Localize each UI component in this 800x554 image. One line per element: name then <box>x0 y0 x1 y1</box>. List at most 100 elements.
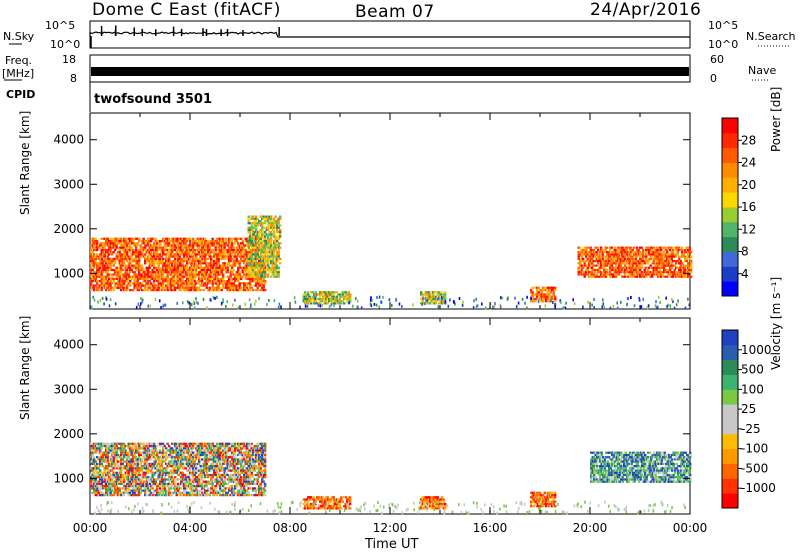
heatmap-cell <box>94 248 97 252</box>
heatmap-cell <box>192 271 195 274</box>
heatmap-cell <box>426 299 428 303</box>
heatmap-cell <box>129 453 132 457</box>
heatmap-cell <box>259 248 262 252</box>
heatmap-cell <box>123 237 126 240</box>
heatmap-cell <box>106 275 109 278</box>
heatmap-cell <box>163 271 166 274</box>
heatmap-cell <box>247 226 250 229</box>
heatmap-cell <box>577 273 580 276</box>
heatmap-cell <box>109 260 112 263</box>
heatmap-cell <box>151 268 154 272</box>
heatmap-cell <box>141 473 144 477</box>
heatmap-cell <box>607 253 610 256</box>
heatmap-cell <box>162 467 165 470</box>
heatmap-cell <box>133 242 136 245</box>
heatmap-cell <box>267 273 270 276</box>
heatmap-cell <box>135 257 138 260</box>
heatmap-cell <box>189 451 192 454</box>
heatmap-cell <box>166 462 169 465</box>
heatmap-cell <box>126 451 129 454</box>
heatmap-cell <box>349 293 352 296</box>
heatmap-cell <box>225 242 228 245</box>
heatmap-cell <box>210 248 213 252</box>
heatmap-cell <box>231 289 234 292</box>
heatmap-cell <box>646 251 649 254</box>
heatmap-cell <box>145 456 148 459</box>
heatmap-cell <box>186 494 189 497</box>
heatmap-cell <box>156 289 159 292</box>
heatmap-cell <box>205 248 208 252</box>
heatmap-cell <box>651 246 654 249</box>
heatmap-cell <box>234 275 237 278</box>
heatmap-cell <box>94 489 97 492</box>
heatmap-cell <box>249 286 252 289</box>
heatmap-cell <box>121 482 124 485</box>
heatmap-cell <box>100 445 103 448</box>
heatmap-cell <box>244 289 247 292</box>
heatmap-cell <box>633 275 636 278</box>
heatmap-cell <box>256 266 259 269</box>
heatmap-cell <box>115 240 118 243</box>
heatmap-cell <box>162 277 165 280</box>
heatmap-cell <box>126 280 129 283</box>
heatmap-cell <box>177 485 180 488</box>
heatmap-cell <box>102 485 105 488</box>
heatmap-cell <box>595 246 598 249</box>
heatmap-cell <box>648 271 651 274</box>
heatmap-cell <box>96 255 99 258</box>
heatmap-cell <box>657 253 660 256</box>
heatmap-cell <box>530 297 532 300</box>
heatmap-cell <box>628 268 631 272</box>
heatmap-cell <box>204 282 207 285</box>
heatmap-cell <box>151 244 154 247</box>
heatmap-cell <box>588 255 591 258</box>
heatmap-cell <box>237 248 240 252</box>
heatmap-cell <box>594 255 597 258</box>
heatmap-cell <box>99 462 102 465</box>
heatmap-cell <box>180 480 183 483</box>
heatmap-cell <box>126 266 129 269</box>
heatmap-cell <box>123 280 126 283</box>
heatmap-cell <box>223 264 226 267</box>
heatmap-cell <box>247 277 250 280</box>
heatmap-cell <box>186 271 189 274</box>
heatmap-cell <box>184 489 187 492</box>
heatmap-cell <box>676 253 679 256</box>
heatmap-cell <box>111 489 114 492</box>
heatmap-cell <box>127 469 130 472</box>
heatmap-cell <box>610 260 613 263</box>
heatmap-cell <box>114 445 117 448</box>
heatmap-cell <box>99 246 102 249</box>
heatmap-cell <box>669 304 672 308</box>
heatmap-cell <box>267 217 270 220</box>
heatmap-cell <box>651 255 654 258</box>
heatmap-cell <box>123 255 126 258</box>
heatmap-cell <box>157 456 160 459</box>
heatmap-cell <box>175 282 178 285</box>
heatmap-cell <box>219 240 222 243</box>
heatmap-cell <box>148 237 151 240</box>
heatmap-cell <box>136 268 139 272</box>
heatmap-cell <box>169 485 172 488</box>
heatmap-cell <box>163 456 166 459</box>
heatmap-cell <box>583 262 586 265</box>
heatmap-cell <box>172 469 175 472</box>
heatmap-cell <box>181 458 184 461</box>
heatmap-cell <box>676 248 679 252</box>
heatmap-cell <box>591 260 594 263</box>
heatmap-cell <box>262 264 265 267</box>
heatmap-cell <box>114 246 117 249</box>
heatmap-cell <box>137 302 140 306</box>
heatmap-cell <box>174 280 177 283</box>
heatmap-cell <box>160 246 163 249</box>
heatmap-cell <box>162 442 165 445</box>
heatmap-cell <box>190 465 193 468</box>
heatmap-cell <box>133 266 136 269</box>
heatmap-cell <box>606 253 609 256</box>
heatmap-cell <box>109 246 112 249</box>
heatmap-cell <box>610 264 613 267</box>
heatmap-cell <box>657 255 660 258</box>
heatmap-cell <box>174 255 177 258</box>
heatmap-cell <box>105 460 108 463</box>
heatmap-cell <box>628 262 631 265</box>
